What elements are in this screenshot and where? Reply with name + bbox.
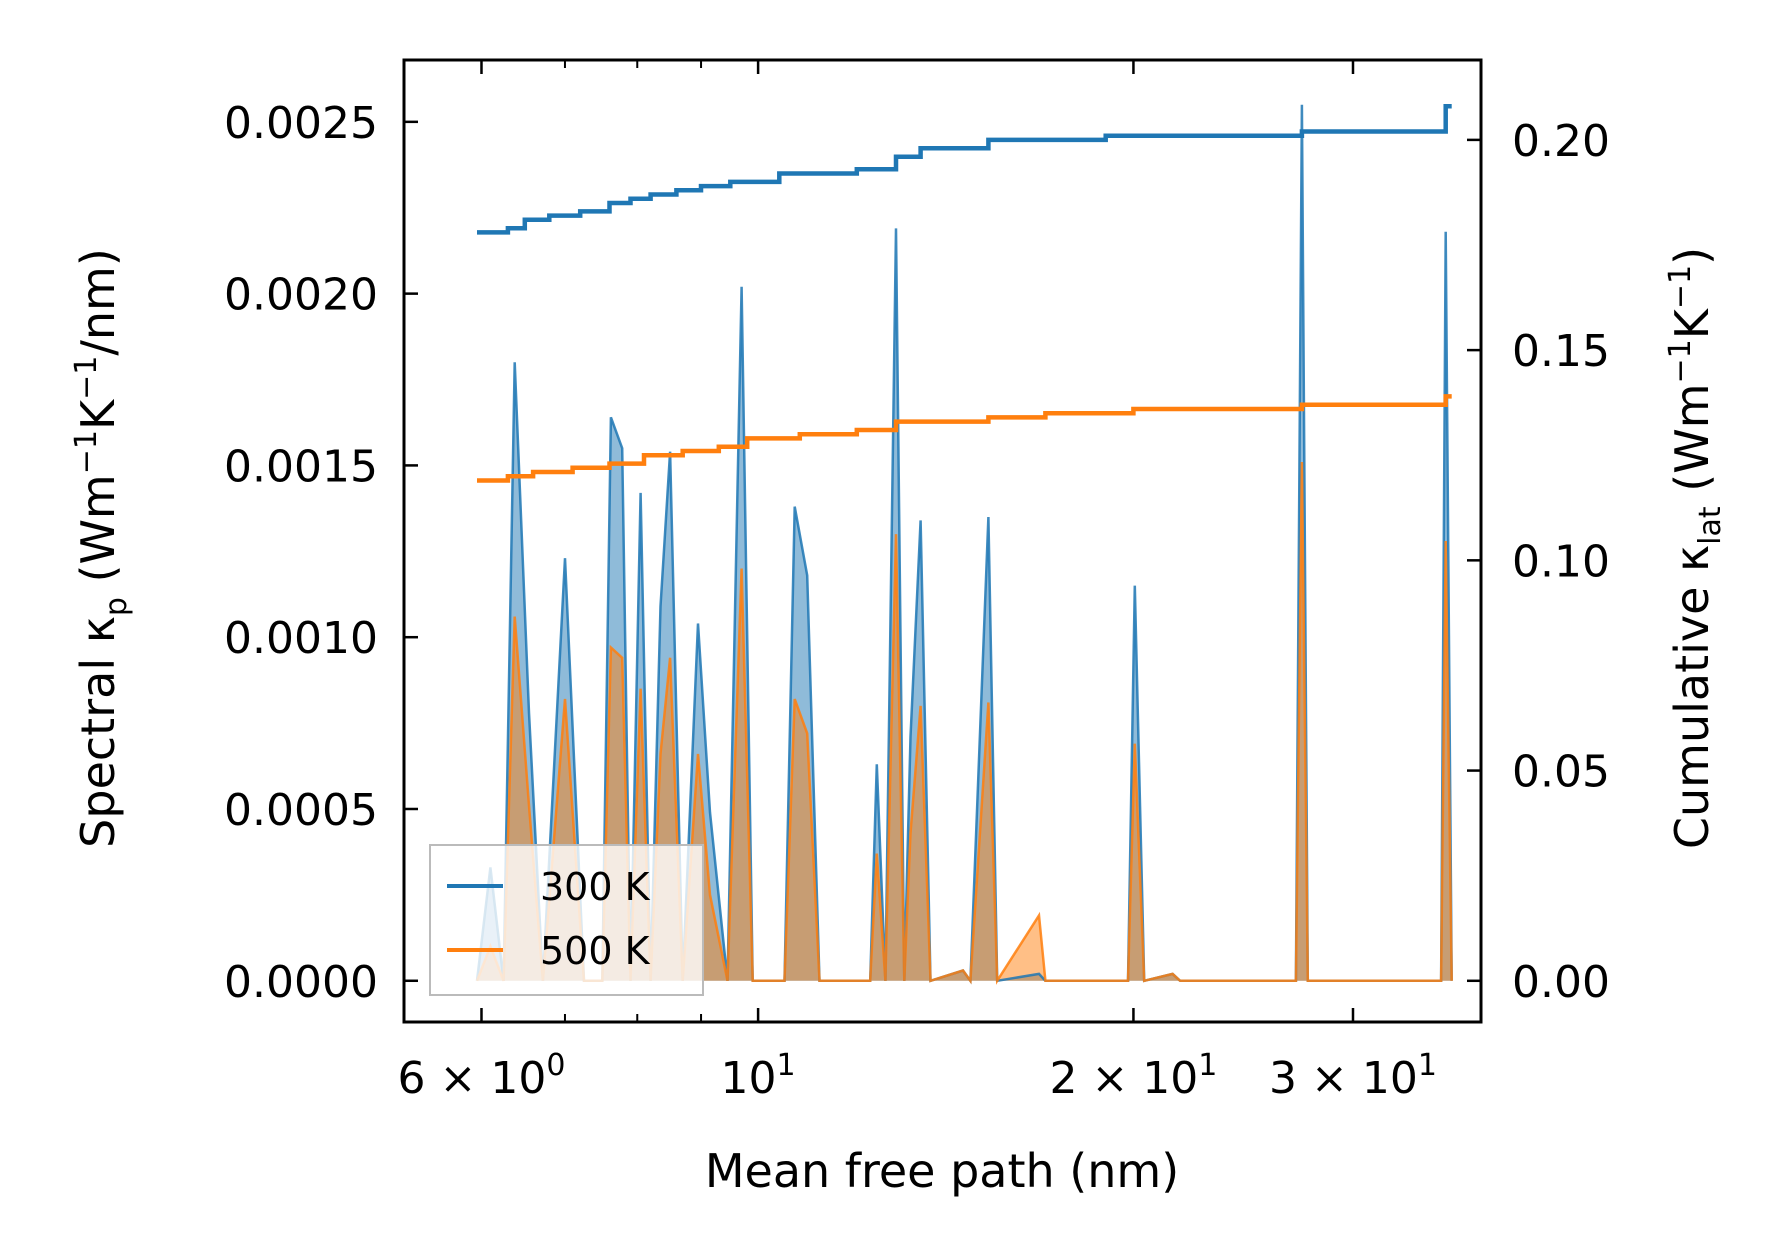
plot-frame	[402, 58, 1483, 1024]
left-y-tick-label: 0.0010	[224, 613, 378, 664]
left-y-axis: 0.0000 0.0005 0.0010 0.0015 0.0020 0.0025	[224, 98, 418, 1008]
x-tick-label: 6 × 100	[398, 1048, 566, 1104]
left-y-tick-label: 0.0000	[224, 957, 378, 1008]
right-y-tick-label: 0.00	[1512, 957, 1610, 1008]
cumulative-line-500k	[477, 394, 1452, 483]
cumulative-line-300k	[477, 104, 1452, 235]
left-y-tick-label: 0.0015	[224, 441, 378, 492]
legend-label-300k: 300 K	[540, 865, 651, 909]
right-y-tick-label: 0.15	[1512, 326, 1610, 377]
right-y-tick-label: 0.20	[1512, 116, 1610, 167]
left-y-tick-label: 0.0020	[224, 270, 378, 321]
x-tick-label: 2 × 101	[1049, 1048, 1217, 1104]
legend-label-500k: 500 K	[540, 929, 651, 973]
right-y-tick-label: 0.05	[1512, 747, 1610, 798]
x-axis-label: Mean free path (nm)	[705, 1144, 1179, 1198]
left-y-tick-label: 0.0025	[224, 98, 378, 149]
left-y-tick-label: 0.0005	[224, 785, 378, 836]
cumulative-lines	[477, 104, 1452, 483]
x-tick-label: 3 × 101	[1269, 1048, 1437, 1104]
x-tick-label: 101	[721, 1048, 796, 1104]
left-y-axis-label: Spectral κp (Wm−1K−1/nm)	[69, 248, 134, 848]
x-axis: 6 × 100 101 2 × 101 3 × 101	[398, 60, 1437, 1104]
right-y-axis: 0.00 0.05 0.10 0.15 0.20	[1467, 116, 1610, 1008]
right-y-axis-label: Cumulative κlat (Wm−1K−1)	[1663, 247, 1728, 849]
legend: 300 K 500 K	[429, 844, 704, 996]
right-y-tick-label: 0.10	[1512, 536, 1610, 587]
legend-box	[429, 844, 704, 996]
